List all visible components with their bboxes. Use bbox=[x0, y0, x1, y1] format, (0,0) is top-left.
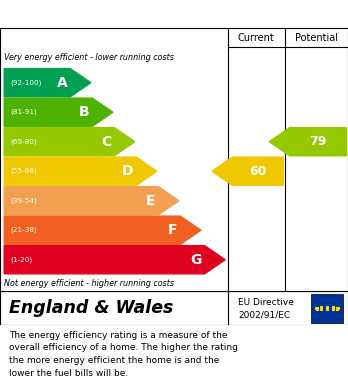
Text: Not energy efficient - higher running costs: Not energy efficient - higher running co… bbox=[4, 278, 174, 287]
Bar bbox=[311, 294, 343, 323]
Text: 2002/91/EC: 2002/91/EC bbox=[238, 310, 291, 319]
Text: (1-20): (1-20) bbox=[10, 256, 33, 263]
Text: 79: 79 bbox=[309, 135, 327, 148]
Text: Potential: Potential bbox=[295, 32, 338, 43]
Text: D: D bbox=[122, 164, 134, 178]
Text: The energy efficiency rating is a measure of the
overall efficiency of a home. T: The energy efficiency rating is a measur… bbox=[9, 330, 238, 378]
Text: G: G bbox=[190, 253, 202, 267]
Polygon shape bbox=[4, 127, 135, 156]
Text: (21-38): (21-38) bbox=[10, 227, 37, 233]
Text: C: C bbox=[101, 135, 111, 149]
Text: Very energy efficient - lower running costs: Very energy efficient - lower running co… bbox=[4, 53, 174, 62]
Text: Energy Efficiency Rating: Energy Efficiency Rating bbox=[9, 7, 230, 22]
Polygon shape bbox=[269, 127, 347, 156]
Text: (55-68): (55-68) bbox=[10, 168, 37, 174]
Polygon shape bbox=[4, 216, 201, 244]
Text: (92-100): (92-100) bbox=[10, 79, 42, 86]
Polygon shape bbox=[4, 187, 179, 215]
Text: 60: 60 bbox=[249, 165, 267, 178]
Text: A: A bbox=[57, 76, 68, 90]
Polygon shape bbox=[212, 157, 283, 185]
Polygon shape bbox=[4, 157, 157, 185]
Polygon shape bbox=[4, 98, 113, 126]
Text: B: B bbox=[79, 105, 89, 119]
Text: E: E bbox=[146, 194, 156, 208]
Text: F: F bbox=[168, 223, 177, 237]
Text: Current: Current bbox=[238, 32, 275, 43]
Polygon shape bbox=[4, 246, 225, 274]
Text: (81-91): (81-91) bbox=[10, 109, 37, 115]
Text: England & Wales: England & Wales bbox=[9, 299, 173, 317]
Polygon shape bbox=[4, 68, 91, 97]
Text: (39-54): (39-54) bbox=[10, 197, 37, 204]
Text: EU Directive: EU Directive bbox=[238, 298, 294, 307]
Text: (69-80): (69-80) bbox=[10, 138, 37, 145]
